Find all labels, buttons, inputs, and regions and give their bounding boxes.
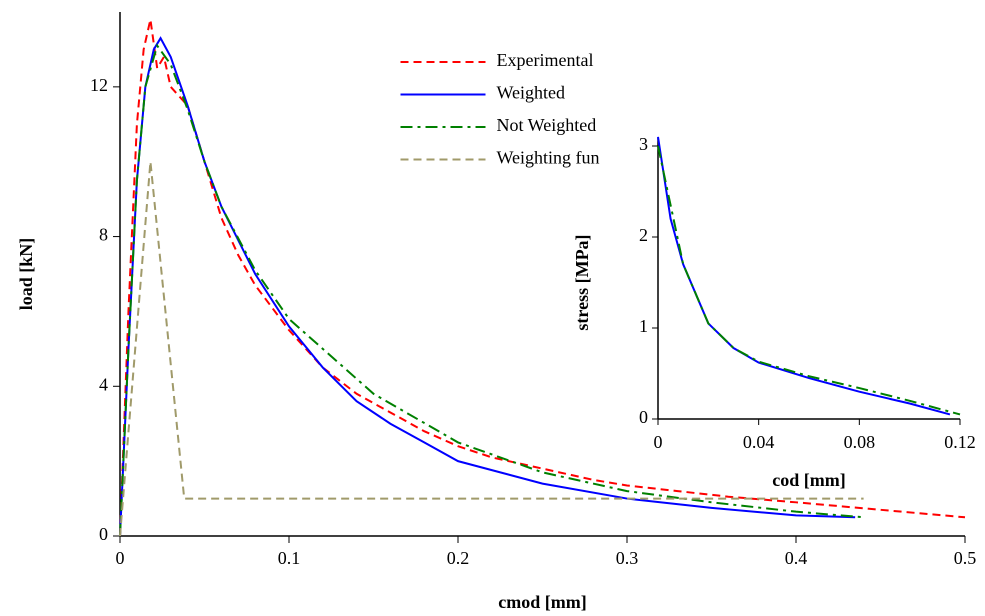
y-tick-label: 2: [639, 225, 648, 245]
data-line: [119, 43, 864, 537]
data-line: [119, 19, 966, 537]
plot: 0 0.04 0.08 0.12 0 1 2 3 cod [mm] stress [MPa]: [572, 120, 980, 492]
label-background: [768, 469, 850, 492]
y-tick-label: 4: [99, 374, 108, 394]
x-tick-label: 0.1: [278, 548, 301, 568]
y-tick-label: 3: [639, 134, 648, 154]
x-tick-label: 0.08: [844, 432, 876, 452]
x-tick-label: 0.12: [944, 432, 976, 452]
x-axis-label: cmod [mm]: [498, 592, 586, 612]
x-axis-label: cod [mm]: [772, 470, 845, 490]
y-axis-label: stress [MPa]: [572, 234, 592, 330]
y-tick-label: 12: [90, 75, 108, 95]
x-tick-label: 0.3: [616, 548, 639, 568]
y-tick-label: 0: [639, 407, 648, 427]
x-tick-label: 0: [116, 548, 125, 568]
data-line: [657, 145, 961, 416]
legend-label: Weighted: [497, 83, 566, 103]
legend-label: Experimental: [497, 50, 594, 70]
inset-background: [600, 120, 980, 468]
y-tick-label: 8: [99, 225, 108, 245]
x-tick-label: 0.4: [785, 548, 808, 568]
data-line: [119, 161, 864, 537]
x-tick-label: 0.5: [954, 548, 977, 568]
y-axis-label: load [kN]: [16, 238, 36, 311]
legend-label: Not Weighted: [497, 115, 597, 135]
x-tick-label: 0.2: [447, 548, 470, 568]
y-tick-label: 0: [99, 524, 108, 544]
data-line: [119, 36, 856, 537]
x-tick-label: 0.04: [743, 432, 775, 452]
x-tick-label: 0: [654, 432, 663, 452]
y-tick-label: 1: [639, 316, 648, 336]
